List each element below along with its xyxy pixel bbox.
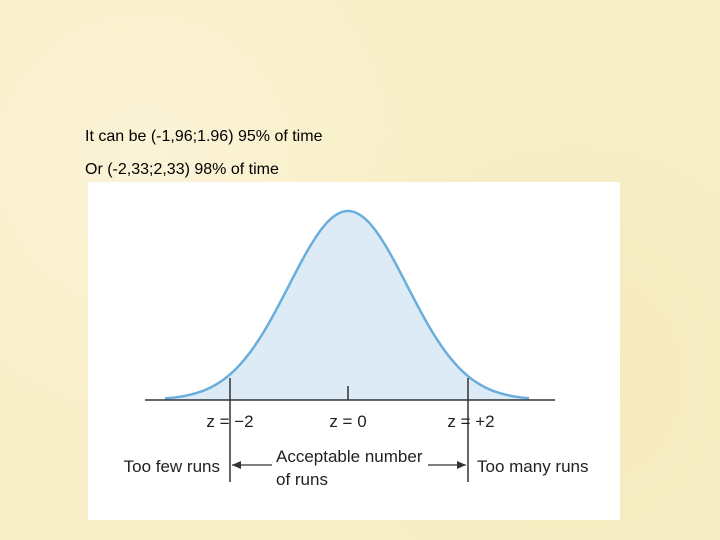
z-label: z = +2 [447,412,494,431]
text-line: It can be (-1,96;1.96) 95% of time [85,128,323,145]
too-many-label: Too many runs [477,457,589,476]
text-line: Or (-2,33;2,33) 98% of time [85,161,279,178]
normal-curve [164,209,530,400]
acceptable-label: of runs [276,470,328,489]
z-label: z = 0 [329,412,366,431]
arrow-head [457,461,466,469]
arrow-head [232,461,241,469]
z-label: z = −2 [206,412,253,431]
curve-area [165,211,530,400]
acceptable-label: Acceptable number [276,447,423,466]
too-few-label: Too few runs [124,457,220,476]
